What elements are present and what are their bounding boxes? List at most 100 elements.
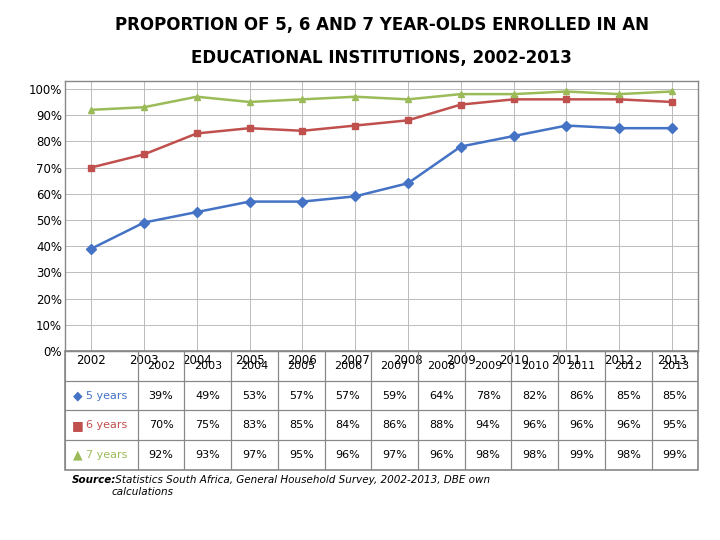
6 years (246, 125, 254, 131)
Text: 59%: 59% (382, 390, 407, 401)
Text: 86%: 86% (570, 390, 594, 401)
Text: 2010: 2010 (521, 361, 549, 371)
6 years (509, 96, 518, 103)
Text: 2008: 2008 (427, 361, 456, 371)
7 years (87, 106, 96, 113)
Bar (325, 381, 372, 410)
7 years (562, 88, 571, 94)
Bar (138, 440, 184, 470)
Text: 96%: 96% (616, 420, 641, 430)
Text: 95%: 95% (289, 450, 314, 460)
5 years (615, 125, 624, 131)
Text: 57%: 57% (336, 390, 360, 401)
Bar (184, 351, 231, 381)
Text: 5 years: 5 years (86, 390, 127, 401)
Text: 98%: 98% (523, 450, 547, 460)
Text: 49%: 49% (195, 390, 220, 401)
Text: 83%: 83% (242, 420, 267, 430)
Bar (418, 440, 465, 470)
Text: 2007: 2007 (381, 361, 409, 371)
Text: 99%: 99% (662, 450, 688, 460)
6 years (456, 102, 465, 108)
Bar (511, 351, 558, 381)
Text: 99%: 99% (569, 450, 594, 460)
7 years (298, 96, 307, 103)
Text: 93%: 93% (195, 450, 220, 460)
Bar (65, 381, 138, 410)
Text: 2005: 2005 (287, 361, 315, 371)
Text: 2013: 2013 (661, 361, 689, 371)
5 years (140, 219, 148, 226)
Bar (605, 410, 652, 440)
Line: 5 years: 5 years (88, 122, 675, 252)
Bar (65, 351, 138, 381)
Bar (372, 351, 418, 381)
5 years (192, 209, 201, 215)
Bar (372, 410, 418, 440)
Bar (184, 440, 231, 470)
5 years (667, 125, 676, 131)
Bar (278, 381, 325, 410)
Bar (418, 351, 465, 381)
6 years (192, 130, 201, 137)
6 years (667, 99, 676, 105)
Bar (465, 410, 511, 440)
Bar (65, 440, 138, 470)
5 years (298, 198, 307, 205)
Bar (558, 381, 605, 410)
Text: ◆: ◆ (73, 389, 83, 402)
6 years (87, 164, 96, 171)
7 years (509, 91, 518, 97)
Text: 2004: 2004 (240, 361, 269, 371)
6 years (298, 127, 307, 134)
5 years (456, 143, 465, 150)
5 years (509, 133, 518, 139)
Text: 78%: 78% (476, 390, 500, 401)
Bar (558, 351, 605, 381)
Text: 96%: 96% (523, 420, 547, 430)
Bar (605, 440, 652, 470)
5 years (404, 180, 413, 186)
Text: 75%: 75% (195, 420, 220, 430)
Text: Statistics South Africa, General Household Survey, 2002-2013, DBE own
calculatio: Statistics South Africa, General Househo… (112, 475, 490, 497)
Bar (138, 381, 184, 410)
Text: 2009: 2009 (474, 361, 503, 371)
Bar (325, 410, 372, 440)
Text: ▲: ▲ (73, 448, 83, 462)
Bar (138, 351, 184, 381)
Line: 6 years: 6 years (88, 96, 675, 171)
Text: 85%: 85% (662, 390, 688, 401)
Text: 2011: 2011 (567, 361, 595, 371)
Bar (325, 440, 372, 470)
Bar (278, 410, 325, 440)
Bar (418, 381, 465, 410)
Text: 85%: 85% (289, 420, 314, 430)
Bar (465, 381, 511, 410)
Text: 64%: 64% (429, 390, 454, 401)
Bar (278, 440, 325, 470)
5 years (562, 123, 571, 129)
7 years (140, 104, 148, 111)
7 years (404, 96, 413, 103)
Bar (511, 440, 558, 470)
Line: 7 years: 7 years (88, 88, 675, 113)
Bar (605, 351, 652, 381)
Text: 96%: 96% (336, 450, 360, 460)
Text: 2006: 2006 (334, 361, 362, 371)
Text: 2003: 2003 (194, 361, 222, 371)
Bar (325, 351, 372, 381)
Text: 82%: 82% (523, 390, 547, 401)
5 years (87, 246, 96, 252)
7 years (192, 93, 201, 100)
Text: 70%: 70% (148, 420, 174, 430)
Bar (65, 410, 138, 440)
7 years (667, 88, 676, 94)
Bar (278, 351, 325, 381)
Text: 96%: 96% (570, 420, 594, 430)
6 years (562, 96, 571, 103)
Text: 2002: 2002 (147, 361, 175, 371)
Text: 85%: 85% (616, 390, 641, 401)
Bar (138, 410, 184, 440)
5 years (246, 198, 254, 205)
Bar (558, 440, 605, 470)
